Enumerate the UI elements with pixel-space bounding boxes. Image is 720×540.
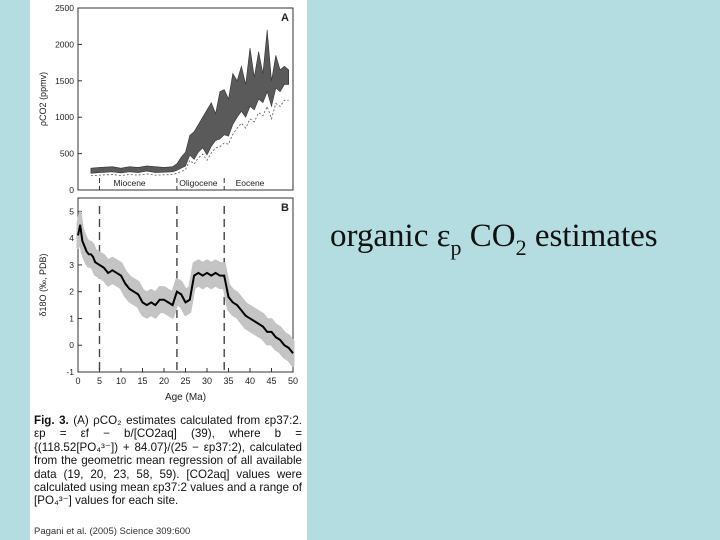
slide-title-part-3: estimates	[526, 218, 658, 254]
slide-title: organic εp CO2 estimates	[330, 218, 658, 260]
panel-a-co2-band	[90, 29, 290, 174]
epoch-label: Oligocene	[179, 178, 218, 188]
panel-a-ytick-label: 0	[69, 185, 74, 195]
panel-b-d18o-line	[77, 224, 294, 354]
panel-b-xtick-label: 40	[245, 376, 255, 386]
panel-b-xtick-label: 5	[97, 376, 102, 386]
panel-a-co2-lower-dotted	[90, 99, 289, 177]
panel-b-ytick-label: -1	[66, 367, 74, 377]
figure-panel: A B 0 500 1000 1500 2000 2500 ρCO2 (ppmv) Miocene…	[30, 0, 307, 540]
panel-b-ytick-label: 0	[69, 340, 74, 350]
panel-a-ytick-label: 1000	[55, 112, 74, 122]
figure-credit: Pagani et al. (2005) Science 309:600	[34, 526, 191, 537]
caption-text: (A) ρCO₂ estimates calculated from εp37:…	[34, 414, 302, 508]
panel-b-ytick-label: 1	[69, 313, 74, 323]
panel-b-xtick-label: 50	[288, 376, 298, 386]
panel-b-ylabel: δ18O (‰, PDB)	[38, 253, 48, 316]
panel-a-frame	[77, 7, 294, 191]
epoch-label: Eocene	[236, 178, 265, 188]
panel-b-xtick-label: 45	[266, 376, 276, 386]
slide-title-part-1: organic ε	[330, 218, 451, 254]
panel-a-ytick-label: 1500	[55, 76, 74, 86]
panel-a-ytick-label: 500	[60, 149, 74, 159]
epoch-label: Miocene	[114, 178, 146, 188]
panel-b-ytick-label: 3	[69, 260, 74, 270]
panel-b-xtick-label: 30	[202, 376, 212, 386]
panel-b-xtick-label: 20	[159, 376, 169, 386]
panel-a-label: A	[281, 12, 289, 24]
panel-a-ytick-label: 2500	[55, 3, 74, 13]
panel-b-scatter-band	[76, 211, 295, 367]
panel-b-xtick-label: 10	[116, 376, 126, 386]
panel-b-xtick-label: 15	[137, 376, 147, 386]
figure-caption: Fig. 3. (A) ρCO₂ estimates calculated fr…	[34, 414, 302, 508]
panel-a-ytick-label: 2000	[55, 39, 74, 49]
panel-b-ytick-label: 5	[69, 206, 74, 216]
slide-title-subscript-2: 2	[515, 235, 527, 260]
slide-title-part-2: CO	[461, 218, 516, 254]
panel-b-label: B	[281, 202, 289, 214]
panel-b-xtick-label: 25	[180, 376, 190, 386]
panel-b-xtick-label: 35	[223, 376, 233, 386]
panel-b-xtick-label: 0	[75, 376, 80, 386]
slide-title-subscript-p: p	[450, 235, 462, 260]
panel-b-ytick-label: 2	[69, 287, 74, 297]
panel-b-xlabel: Age (Ma)	[165, 392, 206, 403]
panel-b-ytick-label: 4	[69, 233, 74, 243]
panel-a-ylabel: ρCO2 (ppmv)	[38, 72, 48, 126]
caption-lead: Fig. 3.	[34, 414, 69, 427]
